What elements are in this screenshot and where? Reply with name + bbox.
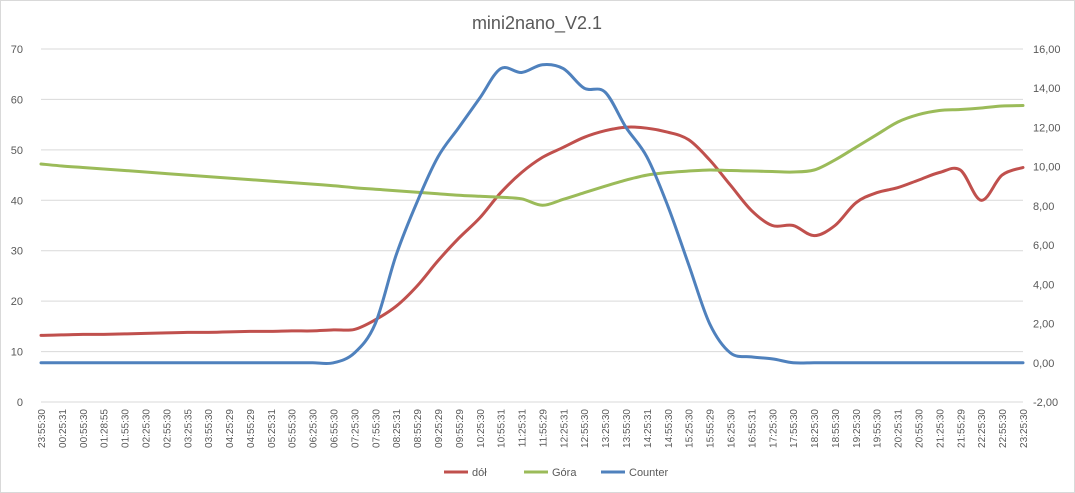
y2-tick-label: 12,00 [1033, 122, 1061, 134]
series-line-1 [39, 125, 1025, 337]
y-tick-label: 10 [11, 347, 23, 359]
x-tick-label: 01:28:55 [100, 409, 111, 448]
x-tick-label: 12:25:31 [559, 409, 570, 448]
x-tick-label: 14:55:30 [664, 409, 675, 448]
x-tick-label: 17:25:30 [768, 409, 779, 448]
y2-tick-label: 16,00 [1033, 44, 1061, 56]
x-tick-label: 02:55:30 [162, 409, 173, 448]
x-tick-label: 13:55:30 [622, 409, 633, 448]
x-tick-label: 11:25:31 [518, 409, 529, 448]
x-tick-label: 11:55:29 [538, 409, 549, 448]
x-tick-label: 06:25:30 [309, 409, 320, 448]
x-tick-label: 07:25:30 [350, 409, 361, 448]
x-tick-label: 05:25:31 [267, 409, 278, 448]
x-tick-label: 23:55:30 [37, 409, 48, 448]
legend-label: Góra [552, 467, 577, 479]
x-tick-label: 09:25:29 [434, 409, 445, 448]
series-lines [39, 62, 1025, 366]
x-tick-label: 02:25:30 [141, 409, 152, 448]
x-tick-label: 05:55:30 [288, 409, 299, 448]
y2-axis-ticks: -2,00 0,00 2,00 4,00 6,00 8,00 10,00 12,00 14,00… [1033, 44, 1061, 409]
x-tick-label: 17:55:30 [789, 409, 800, 448]
x-tick-label: 03:25:35 [183, 409, 194, 448]
legend-label: dół [472, 467, 487, 479]
y2-tick-label: 2,00 [1033, 319, 1054, 331]
y2-tick-label: 4,00 [1033, 279, 1054, 291]
x-axis-ticks: 23:55:30 00:25:31 00:55:30 01:28:55 01:55:30… [37, 409, 1030, 448]
x-tick-label: 06:55:30 [330, 409, 341, 448]
y-tick-label: 50 [11, 145, 23, 157]
x-tick-label: 20:25:31 [894, 409, 905, 448]
x-tick-label: 13:25:30 [601, 409, 612, 448]
y2-tick-label: 6,00 [1033, 240, 1054, 252]
y2-tick-label: 8,00 [1033, 201, 1054, 213]
x-tick-label: 04:55:29 [246, 409, 257, 448]
x-tick-label: 19:25:30 [852, 409, 863, 448]
y2-tick-label: 14,00 [1033, 83, 1061, 95]
x-tick-label: 23:25:30 [1019, 409, 1030, 448]
x-tick-label: 09:55:29 [455, 409, 466, 448]
y2-tick-label: 0,00 [1033, 358, 1054, 370]
x-tick-label: 04:25:29 [225, 409, 236, 448]
x-tick-label: 03:55:30 [204, 409, 215, 448]
x-tick-label: 08:55:29 [413, 409, 424, 448]
x-tick-label: 16:55:31 [747, 409, 758, 448]
x-tick-label: 20:55:30 [915, 409, 926, 448]
x-tick-label: 14:25:31 [643, 409, 654, 448]
series-line-3 [39, 62, 1025, 366]
x-tick-label: 00:25:31 [58, 409, 69, 448]
y-tick-label: 70 [11, 44, 23, 56]
chart-title: mini2nano_V2.1 [472, 13, 602, 34]
x-tick-label: 18:25:30 [810, 409, 821, 448]
y2-tick-label: -2,00 [1033, 397, 1058, 409]
y-tick-label: 40 [11, 195, 23, 207]
x-tick-label: 10:55:31 [497, 409, 508, 448]
y-axis-ticks: 0 10 20 30 40 50 60 70 [11, 44, 23, 409]
series-line-2 [39, 104, 1025, 207]
y-tick-label: 30 [11, 246, 23, 258]
x-tick-label: 15:25:30 [685, 409, 696, 448]
x-tick-label: 21:55:29 [956, 409, 967, 448]
legend: dół Góra Counter [444, 467, 668, 479]
grid-lines [41, 48, 1023, 403]
x-tick-label: 22:25:30 [977, 409, 988, 448]
x-tick-label: 19:55:30 [873, 409, 884, 448]
x-tick-label: 16:25:30 [726, 409, 737, 448]
x-tick-label: 12:55:30 [580, 409, 591, 448]
x-tick-label: 15:55:29 [706, 409, 717, 448]
x-tick-label: 07:55:30 [371, 409, 382, 448]
y2-tick-label: 10,00 [1033, 162, 1061, 174]
legend-label: Counter [629, 467, 668, 479]
x-tick-label: 22:55:30 [998, 409, 1009, 448]
x-tick-label: 10:25:30 [476, 409, 487, 448]
y-tick-label: 0 [17, 397, 23, 409]
x-tick-label: 01:55:30 [121, 409, 132, 448]
y-tick-label: 20 [11, 296, 23, 308]
x-tick-label: 00:55:30 [79, 409, 90, 448]
x-tick-label: 21:25:30 [935, 409, 946, 448]
x-tick-label: 08:25:31 [392, 409, 403, 448]
y-tick-label: 60 [11, 94, 23, 106]
x-tick-label: 18:55:30 [831, 409, 842, 448]
